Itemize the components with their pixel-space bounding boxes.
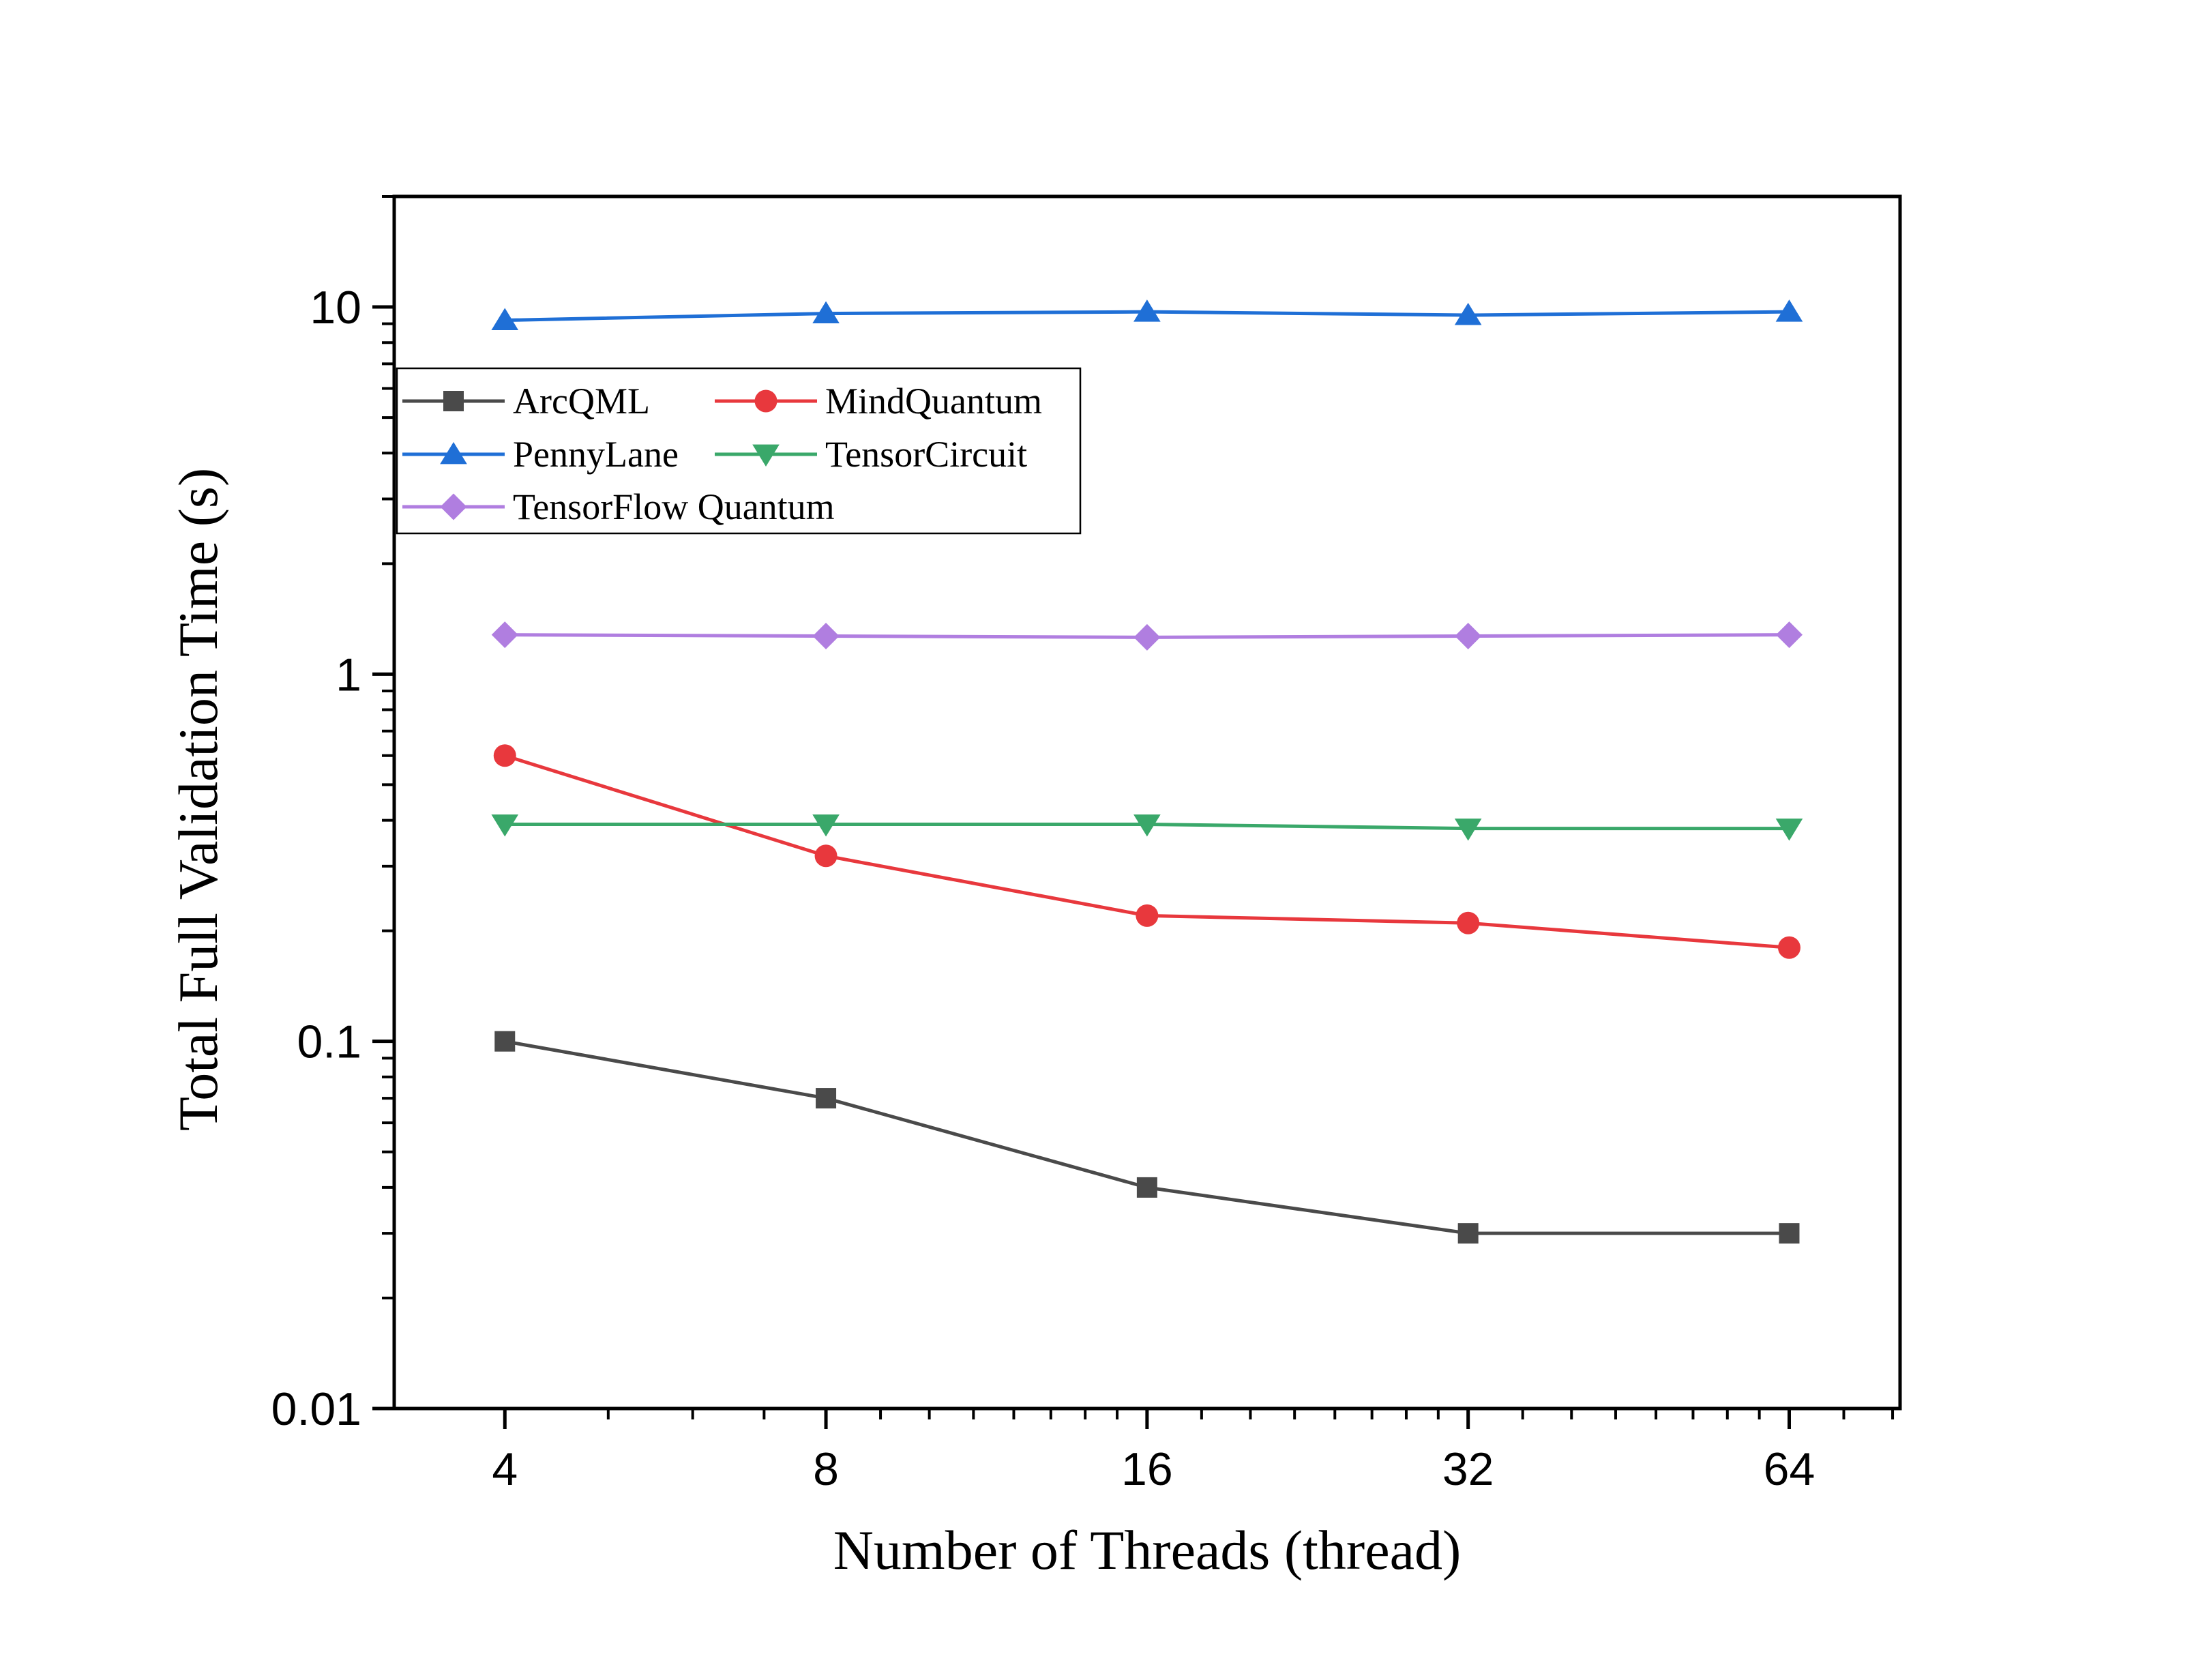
x-tick-label: 8 [813, 1443, 839, 1495]
legend-box [396, 367, 1082, 535]
x-tick-label: 4 [492, 1443, 518, 1495]
x-axis-label: Number of Threads (thread) [833, 1519, 1462, 1581]
y-tick-label: 10 [310, 282, 361, 334]
data-point-pennylane [1133, 299, 1161, 322]
legend-marker-tensorflow-quantum [440, 493, 467, 520]
data-point-mindquantum [493, 744, 516, 767]
legend-marker-mindquantum [754, 389, 777, 413]
legend-label-tensorflow-quantum: TensorFlow Quantum [513, 486, 835, 527]
y-tick-label: 0.1 [297, 1016, 361, 1068]
series-line-arcqml [504, 1040, 1790, 1235]
data-point-arcqml [816, 1088, 837, 1109]
data-point-arcqml [494, 1031, 516, 1052]
data-point-tensorflow-quantum [491, 621, 518, 649]
data-point-tensorcircuit [1133, 814, 1161, 837]
data-point-mindquantum [1136, 904, 1159, 927]
data-point-tensorflow-quantum [1133, 623, 1161, 651]
data-point-pennylane [1454, 303, 1482, 325]
y-axis-label: Total Full Validation Time (s) [167, 468, 229, 1131]
y-tick-label: 1 [336, 649, 361, 701]
y-tick-label: 0.01 [271, 1383, 361, 1435]
legend-label-arcqml: ArcQML [513, 381, 650, 422]
legend-marker-arcqml [443, 391, 464, 411]
data-point-pennylane [491, 308, 519, 330]
x-axis-ticks: 4 8 16 32 64 [492, 1409, 1895, 1495]
data-point-mindquantum [814, 844, 837, 868]
data-point-arcqml [1136, 1177, 1157, 1198]
x-tick-label: 32 [1442, 1443, 1494, 1495]
legend: ArcQML MindQuantum PennyLane TensorCircuit T… [396, 367, 1082, 535]
data-point-pennylane [1775, 299, 1803, 322]
data-point-arcqml [1457, 1223, 1479, 1244]
x-tick-label: 16 [1121, 1443, 1173, 1495]
legend-marker-pennylane [440, 442, 467, 465]
data-point-pennylane [812, 301, 840, 323]
data-point-tensorcircuit [1454, 819, 1482, 841]
data-point-tensorcircuit [812, 814, 840, 837]
x-tick-label: 64 [1764, 1443, 1815, 1495]
data-point-tensorcircuit [491, 814, 519, 837]
legend-marker-tensorcircuit [752, 444, 780, 467]
data-point-mindquantum [1777, 936, 1800, 959]
series-markers [491, 299, 1803, 1244]
legend-label-mindquantum: MindQuantum [825, 381, 1042, 422]
legend-label-pennylane: PennyLane [513, 434, 679, 475]
data-point-tensorflow-quantum [812, 622, 840, 649]
data-point-tensorflow-quantum [1455, 622, 1482, 649]
data-point-arcqml [1779, 1223, 1800, 1244]
data-point-mindquantum [1457, 911, 1480, 934]
y-axis-ticks: 0.01 0.1 1 10 [271, 195, 394, 1435]
legend-label-tensorcircuit: TensorCircuit [825, 434, 1027, 475]
data-point-tensorcircuit [1775, 819, 1803, 841]
data-point-tensorflow-quantum [1775, 621, 1803, 649]
